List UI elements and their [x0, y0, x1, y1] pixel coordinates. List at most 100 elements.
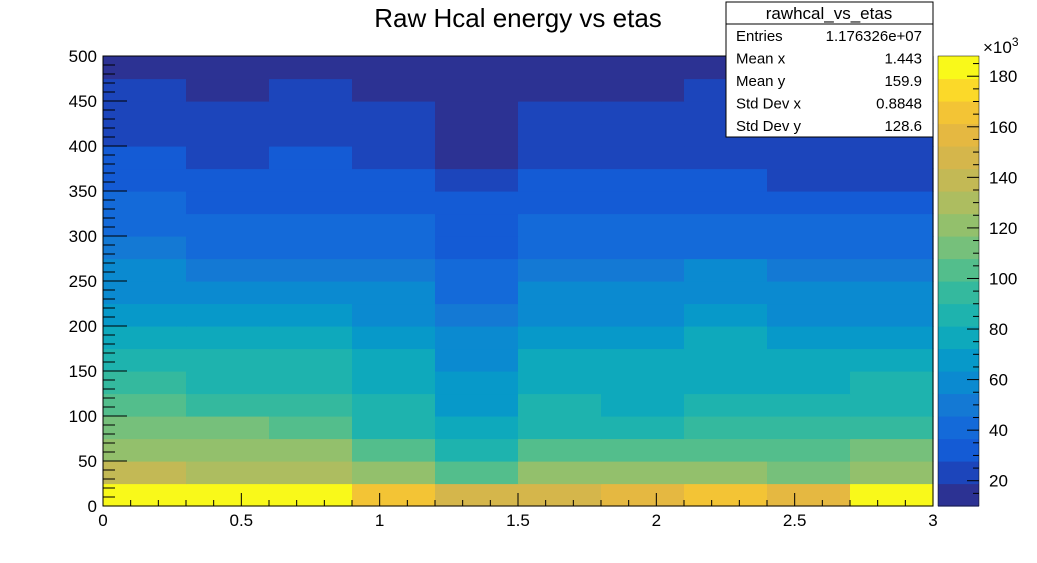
heatmap-cell — [767, 258, 851, 282]
heatmap-cell — [103, 101, 187, 125]
heatmap-cell — [269, 123, 353, 147]
heatmap-cell — [186, 371, 270, 395]
colorbar-segment — [938, 258, 979, 282]
colorbar-frame — [937, 55, 980, 507]
colorbar-segment — [938, 281, 979, 305]
heatmap-cell — [601, 123, 685, 147]
heatmap-cell — [518, 213, 602, 237]
heatmap-cell — [186, 78, 270, 102]
heatmap-cells — [103, 56, 934, 507]
heatmap-cell — [103, 438, 187, 462]
heatmap-cell — [601, 146, 685, 170]
heatmap-cell — [352, 281, 436, 305]
heatmap-cell — [767, 146, 851, 170]
heatmap-cell — [767, 461, 851, 485]
x-tick-label: 1.5 — [506, 511, 530, 530]
heatmap-cell — [684, 416, 768, 440]
y-tick-label: 100 — [69, 407, 97, 426]
heatmap-cell — [767, 281, 851, 305]
heatmap-cell — [684, 483, 768, 507]
colorbar-tick-label: 60 — [989, 371, 1008, 390]
heatmap-cell — [684, 281, 768, 305]
heatmap-cell — [103, 326, 187, 350]
heatmap-cell — [269, 146, 353, 170]
heatmap-cell — [103, 303, 187, 327]
colorbar-segment — [938, 78, 979, 102]
colorbar-segment — [938, 393, 979, 417]
heatmap-cell — [767, 236, 851, 260]
heatmap-cell — [518, 191, 602, 215]
heatmap-cell — [352, 438, 436, 462]
heatmap-cell — [352, 461, 436, 485]
heatmap-cell — [352, 123, 436, 147]
heatmap-cell — [269, 168, 353, 192]
heatmap-cell — [186, 438, 270, 462]
x-tick-label: 2 — [652, 511, 661, 530]
x-axis: 0 0.5 1 1.5 2 2.5 3 — [98, 493, 938, 530]
heatmap-cell — [435, 236, 519, 260]
heatmap-cell — [850, 438, 934, 462]
colorbar-segment — [938, 213, 979, 237]
heatmap-cell — [601, 101, 685, 125]
heatmap-cell — [186, 326, 270, 350]
heatmap-cell — [103, 56, 187, 80]
heatmap-cell — [767, 303, 851, 327]
heatmap-cell — [186, 461, 270, 485]
heatmap-cell — [186, 236, 270, 260]
heatmap-cell — [601, 348, 685, 372]
heatmap-cell — [435, 416, 519, 440]
stats-label: Mean x — [736, 51, 786, 68]
heatmap-cell — [518, 483, 602, 507]
colorbar-segment — [938, 483, 979, 507]
color-scale-bar — [937, 55, 980, 507]
heatmap-cell — [186, 483, 270, 507]
heatmap-cell — [850, 393, 934, 417]
heatmap-cell — [850, 258, 934, 282]
heatmap-cell — [269, 416, 353, 440]
heatmap-cell — [518, 258, 602, 282]
heatmap-cell — [103, 191, 187, 215]
heatmap-cell — [352, 483, 436, 507]
heatmap-cell — [352, 236, 436, 260]
heatmap-cell — [601, 303, 685, 327]
heatmap-cell — [850, 191, 934, 215]
heatmap-cell — [269, 191, 353, 215]
heatmap-cell — [518, 348, 602, 372]
heatmap-cell — [269, 461, 353, 485]
heatmap-cell — [601, 461, 685, 485]
colorbar-segment — [938, 56, 979, 80]
y-tick-label: 250 — [69, 272, 97, 291]
heatmap-cell — [850, 371, 934, 395]
heatmap-cell — [435, 191, 519, 215]
heatmap-cell — [518, 393, 602, 417]
heatmap-cell — [435, 258, 519, 282]
heatmap-cell — [269, 213, 353, 237]
heatmap-cell — [850, 236, 934, 260]
heatmap-cell — [518, 326, 602, 350]
heatmap-cell — [435, 371, 519, 395]
stats-label: Mean y — [736, 73, 786, 90]
x-tick-label: 1 — [375, 511, 384, 530]
heatmap-cell — [352, 258, 436, 282]
heatmap-cell — [352, 393, 436, 417]
heatmap-cell — [601, 281, 685, 305]
heatmap-cell — [186, 101, 270, 125]
heatmap-cell — [601, 371, 685, 395]
heatmap-cell — [103, 416, 187, 440]
stats-value: 128.6 — [884, 118, 922, 135]
heatmap-cell — [269, 326, 353, 350]
heatmap-cell — [767, 348, 851, 372]
heatmap-cell — [103, 393, 187, 417]
heatmap-cell — [186, 258, 270, 282]
heatmap-cell — [186, 348, 270, 372]
heatmap-cell — [850, 326, 934, 350]
heatmap-cell — [601, 78, 685, 102]
heatmap-cell — [684, 348, 768, 372]
heatmap-cell — [518, 303, 602, 327]
heatmap-cell — [103, 78, 187, 102]
stats-label: Std Dev y — [736, 118, 802, 135]
heatmap-cell — [186, 168, 270, 192]
heatmap-cell — [352, 213, 436, 237]
colorbar-exponent-label: ×103 — [983, 35, 1019, 57]
